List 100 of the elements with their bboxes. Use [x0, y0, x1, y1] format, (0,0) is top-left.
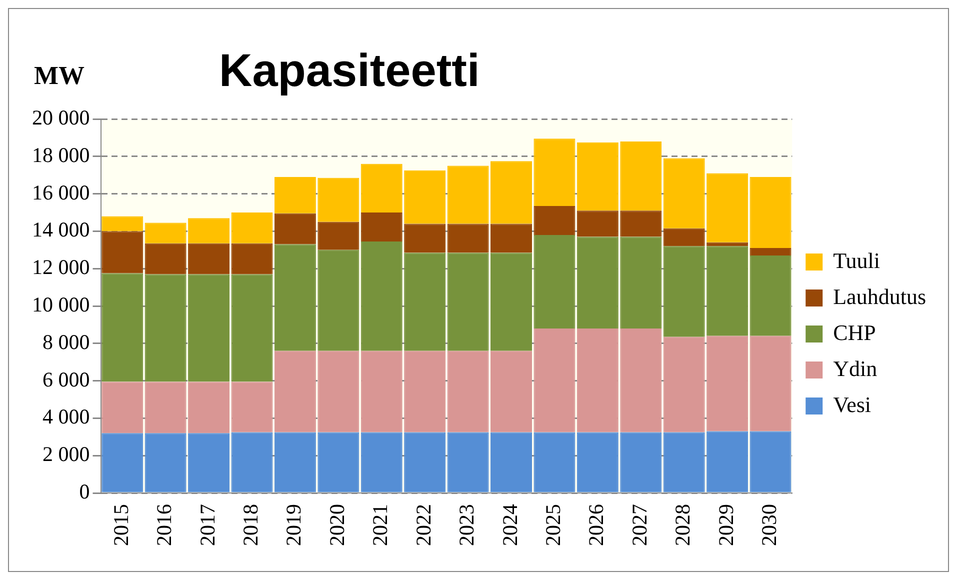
x-tick-label: 2015 — [108, 504, 133, 546]
bar — [404, 224, 446, 253]
bar — [706, 173, 748, 242]
bar — [274, 350, 316, 432]
x-tick-label: 2028 — [670, 504, 695, 546]
bar — [620, 236, 662, 328]
bar — [102, 273, 144, 382]
bar — [663, 336, 705, 432]
legend-label: Ydin — [833, 356, 878, 381]
bar — [663, 158, 705, 228]
bar — [188, 433, 230, 492]
legend-label: Lauhdutus — [833, 284, 926, 309]
bar — [404, 432, 446, 492]
x-tick-label: 2025 — [540, 504, 565, 546]
bar — [576, 236, 618, 328]
bar — [706, 246, 748, 336]
y-tick-label: 20 000 — [32, 106, 90, 130]
y-tick-label: 16 000 — [32, 180, 90, 204]
bar — [318, 222, 360, 250]
legend-label: CHP — [833, 320, 876, 345]
bar — [620, 210, 662, 237]
bar — [404, 252, 446, 351]
bar — [144, 274, 186, 382]
bar — [706, 242, 748, 246]
bar — [576, 432, 618, 492]
y-tick-label: 2 000 — [42, 442, 90, 466]
bar — [144, 243, 186, 274]
x-tick-label: 2030 — [757, 504, 782, 546]
y-tick-label: 6 000 — [42, 367, 90, 392]
bar — [188, 243, 230, 274]
bar — [144, 222, 186, 244]
bar — [404, 170, 446, 224]
x-tick-label: 2017 — [195, 504, 220, 546]
x-tick-label: 2019 — [282, 504, 306, 546]
bar — [274, 176, 316, 214]
bar — [490, 252, 532, 351]
bar — [620, 328, 662, 432]
bar — [360, 432, 402, 492]
bar — [144, 382, 186, 434]
bar — [490, 161, 532, 224]
bar — [231, 243, 273, 274]
y-tick-label: 0 — [79, 480, 90, 504]
bar — [318, 432, 360, 492]
bar — [188, 382, 230, 434]
chart-title: Kapasiteetti — [219, 43, 480, 97]
bar — [231, 212, 273, 244]
bar — [231, 432, 273, 492]
x-tick-label: 2024 — [498, 504, 522, 546]
bar — [620, 141, 662, 211]
bar — [447, 432, 489, 492]
bar — [663, 228, 705, 246]
bar — [274, 432, 316, 492]
bar — [102, 382, 144, 434]
bar — [102, 433, 144, 492]
bar — [576, 142, 618, 211]
bar — [534, 432, 576, 492]
x-tick-label: 2026 — [584, 504, 608, 546]
y-tick-label: 12 000 — [32, 255, 90, 280]
bar — [576, 328, 618, 432]
bar — [620, 432, 662, 492]
bar — [274, 244, 316, 351]
y-tick-label: 4 000 — [42, 404, 90, 429]
bar — [490, 224, 532, 253]
bar — [576, 210, 618, 237]
y-axis-title: MW — [34, 61, 85, 91]
bar — [188, 218, 230, 244]
bar — [447, 166, 489, 224]
bar — [490, 432, 532, 492]
bar — [144, 433, 186, 492]
bar — [750, 176, 792, 248]
bar — [706, 336, 748, 432]
bar — [750, 248, 792, 256]
bar — [750, 336, 792, 432]
bar — [318, 250, 360, 351]
bar — [102, 216, 144, 232]
bar — [360, 212, 402, 242]
bar — [404, 350, 446, 432]
x-tick-label: 2016 — [152, 504, 176, 546]
x-tick-label: 2020 — [324, 504, 349, 546]
bar — [360, 164, 402, 212]
y-tick-label: 10 000 — [32, 292, 90, 317]
bar — [706, 431, 748, 492]
bar — [188, 274, 230, 382]
x-tick-label: 2021 — [368, 504, 392, 546]
bar — [663, 432, 705, 492]
bar — [750, 431, 792, 492]
bar — [318, 350, 360, 432]
x-tick-label: 2023 — [454, 504, 479, 546]
bar — [447, 224, 489, 253]
x-tick-label: 2029 — [714, 504, 738, 546]
bar — [318, 178, 360, 222]
legend-label: Tuuli — [833, 248, 880, 273]
bar — [534, 206, 576, 235]
x-tick-label: 2022 — [411, 504, 436, 546]
bar — [102, 231, 144, 274]
x-tick-label: 2018 — [238, 504, 263, 546]
bar — [490, 350, 532, 432]
y-tick-label: 8 000 — [42, 330, 90, 354]
legend-label: Vesi — [833, 392, 872, 417]
y-tick-label: 14 000 — [32, 218, 90, 242]
